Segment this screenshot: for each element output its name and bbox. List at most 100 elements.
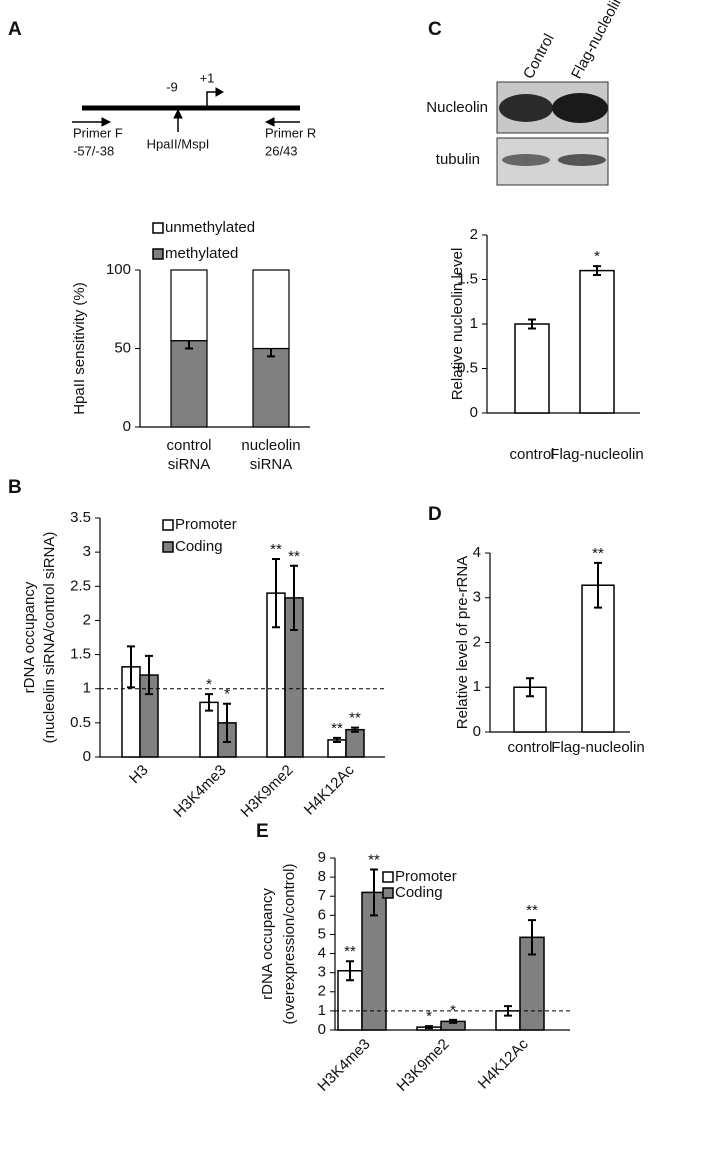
primer-label: Primer F: [73, 125, 123, 140]
error-bar: [127, 645, 135, 689]
primer-label: 26/43: [265, 143, 298, 158]
y-tick-label: 2.5: [70, 577, 91, 594]
y-axis-label: HpaII sensitivity (%): [71, 282, 88, 415]
primer-label: Primer R: [265, 125, 316, 140]
y-tick-label: 5: [318, 925, 326, 942]
y-tick-label: 6: [318, 906, 326, 923]
y-tick-label: 1: [470, 315, 478, 332]
y-tick-label: 3.5: [70, 509, 91, 526]
y-tick-label: 0: [83, 748, 91, 765]
legend-label: unmethylated: [165, 219, 255, 236]
y-tick-label: 8: [318, 868, 326, 885]
y-tick-label: 2: [473, 633, 481, 650]
y-tick-label: 1: [473, 678, 481, 695]
legend-label: methylated: [165, 245, 238, 262]
legend-swatch: [382, 871, 394, 883]
panel-label: C: [428, 19, 442, 40]
error-bar: [528, 318, 536, 330]
significance-label: **: [270, 541, 282, 558]
error-bar: [449, 1018, 457, 1024]
significance-label: **: [344, 943, 356, 960]
x-tick-label: control: [166, 437, 211, 454]
legend-label: Promoter: [175, 516, 237, 533]
y-tick-label: 9: [318, 849, 326, 866]
bar-segment: [252, 269, 290, 350]
error-bar: [346, 960, 354, 982]
y-tick-label: 2: [318, 983, 326, 1000]
position-label: -9: [166, 79, 178, 94]
bar-segment: [170, 269, 208, 342]
y-tick-label: 0.5: [70, 714, 91, 731]
y-axis-label: rDNA occupancy: [259, 888, 276, 1000]
x-tick-label: H3K4me3: [314, 1036, 373, 1095]
significance-label: **: [288, 548, 300, 565]
legend-label: Coding: [395, 884, 443, 901]
y-tick-label: 3: [83, 543, 91, 560]
x-tick-label: H3K9me2: [237, 762, 296, 821]
x-tick-label: siRNA: [250, 456, 293, 473]
y-tick-label: 0: [470, 404, 478, 421]
bar-segment: [252, 347, 290, 428]
error-bar: [370, 868, 378, 917]
y-tick-label: 100: [106, 261, 131, 278]
significance-label: *: [426, 1008, 432, 1025]
y-axis-label: (overexpression/control): [281, 864, 298, 1025]
primer-label: -57/-38: [73, 143, 114, 158]
significance-label: *: [594, 248, 600, 265]
error-bar: [504, 1005, 512, 1017]
error-bar: [594, 561, 602, 609]
blot-image: [496, 81, 609, 186]
legend-swatch: [152, 248, 164, 260]
panel-label: D: [428, 504, 442, 525]
y-tick-label: 4: [473, 544, 481, 561]
significance-label: *: [224, 686, 230, 703]
y-tick-label: 1.5: [70, 646, 91, 663]
x-tick-label: nucleolin: [241, 437, 300, 454]
error-bar: [528, 919, 536, 956]
legend-swatch: [382, 887, 394, 899]
y-tick-label: 3: [473, 589, 481, 606]
panel-label: B: [8, 477, 22, 498]
significance-label: **: [331, 720, 343, 737]
y-tick-label: 50: [114, 339, 131, 356]
error-bar: [205, 693, 213, 712]
bar: [345, 728, 365, 758]
y-tick-label: 1: [83, 680, 91, 697]
y-tick-label: 0: [123, 418, 131, 435]
y-tick-label: 0.5: [457, 359, 478, 376]
significance-label: **: [368, 851, 380, 868]
panel-label: A: [8, 19, 22, 40]
bar: [514, 323, 550, 414]
y-axis-label: rDNA occupancy: [21, 581, 38, 693]
position-label: +1: [200, 70, 215, 85]
error-bar: [145, 654, 153, 696]
lane-label: Flag-nucleolin: [568, 0, 627, 82]
y-tick-label: 4: [318, 945, 326, 962]
x-tick-label: control: [507, 739, 552, 756]
lane-label: Control: [520, 31, 558, 82]
x-tick-label: siRNA: [168, 456, 211, 473]
y-tick-label: 7: [318, 887, 326, 904]
error-bar: [272, 557, 280, 629]
panel-label: E: [256, 821, 269, 842]
legend-swatch: [162, 519, 174, 531]
error-bar: [351, 726, 359, 733]
y-axis-label: Relative level of pre-rRNA: [454, 556, 471, 729]
x-tick-label: Flag-nucleolin: [550, 446, 643, 463]
legend-swatch: [162, 541, 174, 553]
y-axis-label: Relative nucleolin level: [449, 248, 466, 401]
error-bar: [333, 736, 341, 743]
error-bar: [526, 677, 534, 698]
error-bar: [223, 702, 231, 743]
legend-label: Coding: [175, 538, 223, 555]
x-tick-label: control: [509, 446, 554, 463]
x-tick-label: Flag-nucleolin: [551, 739, 644, 756]
x-tick-label: H3K9me2: [393, 1036, 452, 1095]
x-tick-label: H3: [126, 762, 152, 788]
x-tick-label: H4K12Ac: [475, 1035, 532, 1092]
y-tick-label: 0: [473, 723, 481, 740]
promoter-diagram: [72, 87, 300, 132]
y-tick-label: 1.5: [457, 270, 478, 287]
